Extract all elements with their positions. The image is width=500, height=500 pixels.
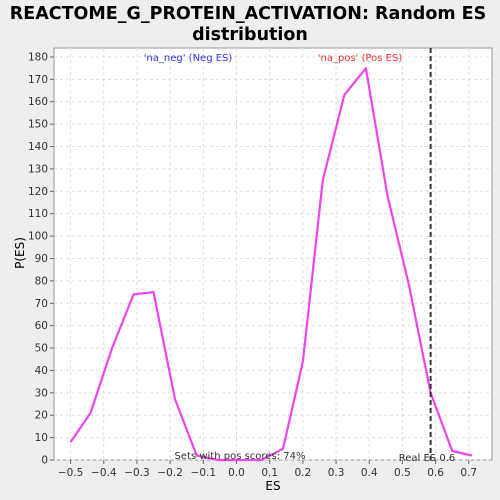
x-tick-label: −0.3 — [124, 467, 150, 479]
x-tick-label: 0.1 — [261, 467, 278, 479]
x-axis-label: ES — [265, 479, 280, 493]
x-tick-label: −0.4 — [91, 467, 117, 479]
y-tick-label: 70 — [35, 298, 48, 310]
y-tick-label: 0 — [41, 455, 48, 467]
y-tick-label: 40 — [35, 365, 48, 377]
y-axis-label: P(ES) — [13, 237, 27, 269]
x-tick-label: 0.6 — [427, 467, 444, 479]
x-tick-label: 0.5 — [394, 467, 411, 479]
x-tick-label: 0.3 — [328, 467, 345, 479]
y-tick-label: 60 — [35, 320, 48, 332]
distribution-line — [69, 67, 473, 462]
sets-pos-scores-label: Sets with pos scores: 74% — [175, 451, 306, 462]
y-tick-label: 10 — [35, 432, 48, 444]
x-tick-label: 0.7 — [460, 467, 477, 479]
y-tick-label: 110 — [28, 208, 48, 220]
y-tick-label: 80 — [35, 275, 48, 287]
y-tick-label: 50 — [35, 343, 48, 355]
y-tick-label: 140 — [28, 141, 48, 153]
real-es-label: Real ES 0.6 — [399, 453, 455, 464]
y-tick-label: 120 — [28, 186, 48, 198]
y-tick-label: 130 — [28, 163, 48, 175]
x-tick-label: −0.5 — [58, 467, 84, 479]
plot-area — [53, 47, 493, 461]
y-tick-label: 100 — [28, 231, 48, 243]
chart-title-line-2: distribution — [192, 25, 308, 45]
y-tick-label: 20 — [35, 410, 48, 422]
y-tick-label: 160 — [28, 96, 48, 108]
chart-title-line-1: REACTOME_G_PROTEIN_ACTIVATION: Random ES — [10, 4, 486, 24]
neg-es-label: 'na_neg' (Neg ES) — [144, 53, 233, 64]
y-tick-label: 30 — [35, 387, 48, 399]
y-tick-label: 150 — [28, 119, 48, 131]
axes: 0 10 20 30 40 50 60 70 80 90 100 110 120 130 140 150 160… — [28, 51, 477, 479]
pos-es-label: 'na_pos' (Pos ES) — [318, 53, 403, 64]
x-tick-label: −0.2 — [157, 467, 183, 479]
y-tick-label: 170 — [28, 74, 48, 86]
x-tick-label: 0.4 — [361, 467, 378, 479]
x-tick-label: 0.0 — [228, 467, 245, 479]
grid-lines — [54, 48, 492, 461]
x-tick-label: −0.1 — [191, 467, 217, 479]
y-tick-label: 90 — [35, 253, 48, 265]
x-tick-label: 0.2 — [295, 467, 312, 479]
y-tick-label: 180 — [28, 51, 48, 63]
